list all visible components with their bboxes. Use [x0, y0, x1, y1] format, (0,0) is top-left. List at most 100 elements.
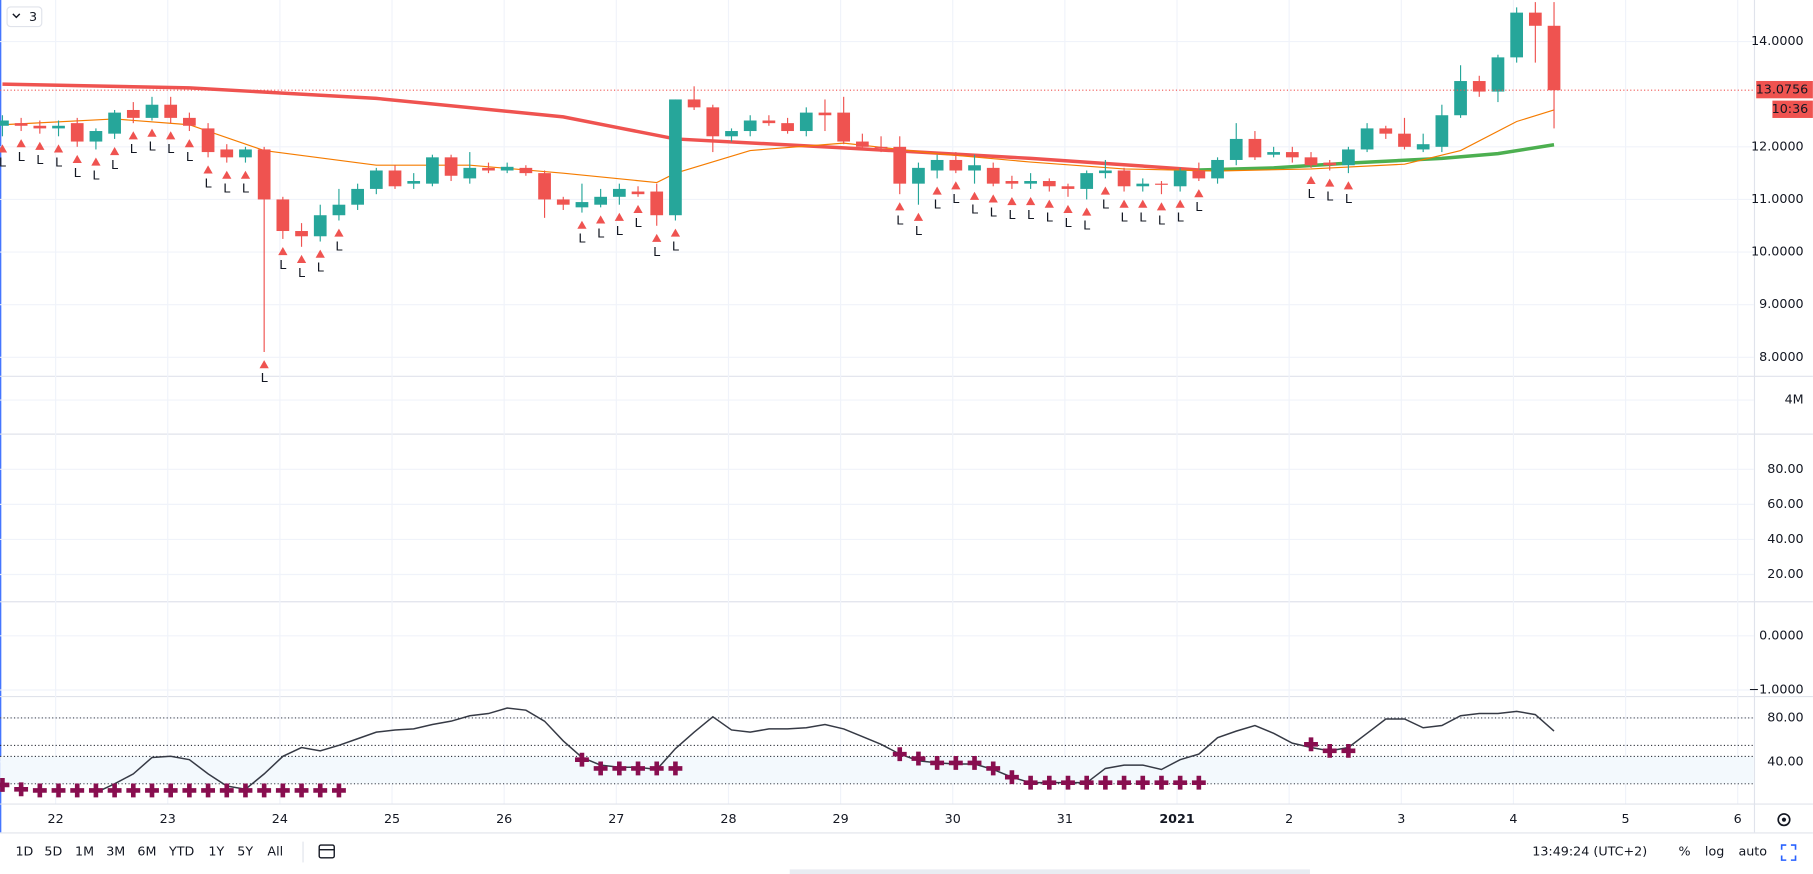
gear-hub	[1781, 817, 1787, 822]
candle-body	[1155, 183, 1168, 185]
signal-label: L	[934, 196, 942, 211]
candle-body	[519, 167, 533, 174]
range-button[interactable]: 6M	[137, 844, 156, 859]
candle-body	[201, 128, 215, 153]
candle-body	[463, 167, 477, 179]
candle-body	[313, 215, 327, 237]
fullscreen-icon[interactable]	[1780, 844, 1797, 861]
signal-label: L	[971, 202, 979, 217]
candle-body	[0, 120, 9, 126]
cross-marker	[911, 751, 926, 766]
signal-triangle	[334, 228, 344, 237]
signal-triangle	[614, 212, 624, 221]
candle-body	[183, 117, 196, 126]
range-button[interactable]: All	[267, 844, 283, 859]
signal-triangle	[259, 360, 269, 369]
signal-label: L	[111, 157, 119, 172]
range-button[interactable]: 1M	[75, 844, 94, 859]
range-button[interactable]: 1D	[15, 844, 33, 859]
signal-label: L	[990, 204, 998, 219]
signal-triangle	[969, 191, 980, 200]
signal-triangle	[1082, 207, 1092, 216]
scrollbar	[789, 869, 1310, 874]
settings-icon[interactable]	[1777, 813, 1791, 827]
candle-body	[1136, 183, 1150, 187]
cross-marker	[1341, 743, 1356, 758]
signal-triangle	[1025, 197, 1036, 206]
calendar-box[interactable]	[318, 844, 335, 859]
signal-label: L	[223, 181, 231, 196]
candle-body	[687, 99, 701, 108]
candle-body	[1117, 170, 1131, 187]
candle-body	[781, 123, 794, 132]
signal-triangle	[1306, 175, 1316, 185]
scale-option[interactable]: auto	[1738, 844, 1767, 859]
signal-triangle	[16, 139, 26, 148]
time-tick-label: 26	[496, 811, 512, 826]
fullscreen-corners[interactable]	[1780, 844, 1797, 861]
signal-label: L	[1027, 207, 1035, 222]
collapse-button[interactable]: 3	[6, 6, 43, 28]
cross-marker	[1173, 775, 1188, 790]
gear[interactable]	[1777, 813, 1791, 827]
signal-triangle	[315, 249, 325, 258]
last-price-tag	[1756, 80, 1813, 99]
signal-triangle	[53, 144, 64, 153]
candle-body	[500, 166, 514, 171]
clock: 13:49:24 (UTC+2)	[1532, 844, 1647, 859]
candle-body	[912, 167, 925, 184]
collapse-button-frame[interactable]	[6, 6, 43, 28]
fast-moving-average	[2, 109, 1555, 184]
cross-marker	[892, 747, 907, 762]
candle-body	[126, 109, 140, 118]
time-tick-label: 22	[48, 811, 64, 826]
range-button[interactable]: YTD	[168, 844, 195, 859]
range-button[interactable]: 5Y	[237, 844, 253, 859]
range-button[interactable]: 5D	[44, 844, 62, 859]
signal-label: L	[597, 225, 605, 240]
cross-marker	[51, 783, 66, 798]
scale-option[interactable]: log	[1705, 844, 1724, 859]
candle-body	[1267, 152, 1280, 155]
range-button[interactable]: 1Y	[208, 844, 224, 859]
candle-body	[220, 149, 234, 158]
signal-label: L	[279, 257, 287, 272]
signal-label: L	[18, 149, 26, 164]
signal-label: L	[298, 265, 306, 280]
candle-body	[986, 167, 1000, 184]
scale-option[interactable]: %	[1679, 844, 1691, 859]
range-button[interactable]: 3M	[106, 844, 125, 859]
candle-body	[594, 196, 608, 205]
calendar-icon[interactable]	[302, 841, 335, 863]
candle-body	[482, 167, 495, 171]
signal-label: L	[1177, 210, 1185, 225]
cross-marker	[930, 756, 945, 770]
candle-body	[52, 125, 65, 129]
candle-body	[276, 199, 290, 232]
time-tick-label: 28	[720, 811, 736, 826]
cross-marker	[107, 783, 122, 798]
signal-label: L	[0, 154, 7, 169]
cross-marker	[1304, 737, 1318, 752]
signal-triangle	[240, 170, 251, 179]
candle-body	[1547, 25, 1561, 91]
chevron-icon	[12, 13, 21, 19]
candle-body	[893, 146, 907, 184]
candle-body	[1042, 181, 1056, 187]
cross-marker	[70, 783, 85, 798]
candle-body	[1080, 173, 1094, 189]
signal-triangle	[128, 131, 138, 140]
cross-marker	[967, 756, 982, 770]
cross-marker	[145, 783, 159, 798]
cross-marker	[948, 756, 963, 770]
cross-marker	[88, 783, 103, 798]
signal-label: L	[36, 152, 44, 167]
signal-label: L	[335, 239, 343, 254]
signal-label: L	[1307, 186, 1315, 201]
last-price-label: 13.0756	[1756, 82, 1809, 97]
signal-triangle	[1063, 204, 1073, 213]
cross-marker	[1117, 775, 1132, 790]
candle-body	[837, 112, 851, 142]
